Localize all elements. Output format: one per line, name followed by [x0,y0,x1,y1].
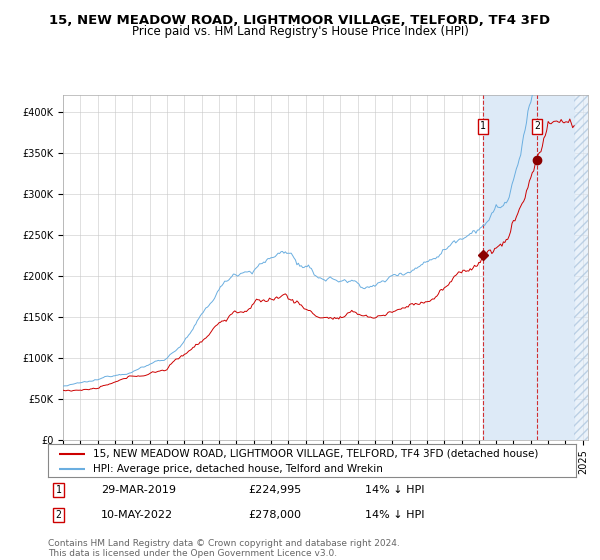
Text: Price paid vs. HM Land Registry's House Price Index (HPI): Price paid vs. HM Land Registry's House … [131,25,469,38]
Bar [574,95,588,440]
Text: 29-MAR-2019: 29-MAR-2019 [101,485,176,495]
Text: 10-MAY-2022: 10-MAY-2022 [101,510,173,520]
Text: 2: 2 [534,121,540,131]
Text: 14% ↓ HPI: 14% ↓ HPI [365,510,424,520]
Text: 2: 2 [56,510,61,520]
Text: HPI: Average price, detached house, Telford and Wrekin: HPI: Average price, detached house, Telf… [93,464,383,474]
Text: £278,000: £278,000 [248,510,302,520]
Text: 14% ↓ HPI: 14% ↓ HPI [365,485,424,495]
Text: 1: 1 [480,121,486,131]
Text: Contains HM Land Registry data © Crown copyright and database right 2024.
This d: Contains HM Land Registry data © Crown c… [48,539,400,558]
Text: £224,995: £224,995 [248,485,302,495]
Text: 15, NEW MEADOW ROAD, LIGHTMOOR VILLAGE, TELFORD, TF4 3FD (detached house): 15, NEW MEADOW ROAD, LIGHTMOOR VILLAGE, … [93,449,538,459]
Bar [574,95,588,440]
Text: 1: 1 [56,485,61,495]
Bar [483,95,574,440]
Text: 15, NEW MEADOW ROAD, LIGHTMOOR VILLAGE, TELFORD, TF4 3FD: 15, NEW MEADOW ROAD, LIGHTMOOR VILLAGE, … [49,14,551,27]
